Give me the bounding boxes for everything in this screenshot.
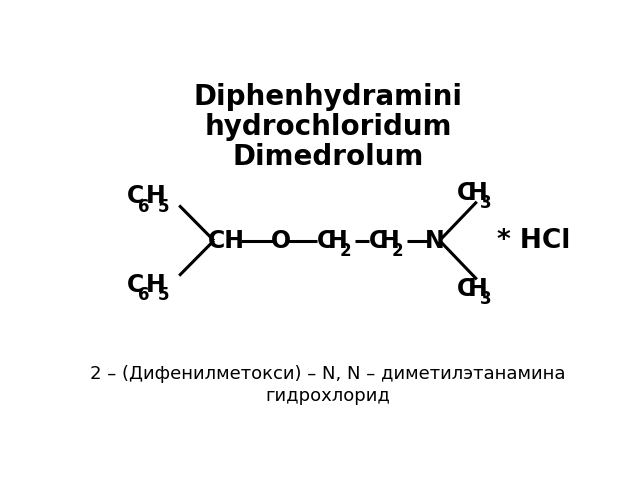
Text: C: C (127, 273, 145, 297)
Text: CH: CH (208, 228, 245, 252)
Text: hydrochloridum: hydrochloridum (204, 113, 452, 141)
Text: C: C (127, 184, 145, 208)
Text: гидрохлорид: гидрохлорид (266, 387, 390, 405)
Text: H: H (146, 184, 166, 208)
Text: H: H (380, 228, 399, 252)
Text: 2: 2 (392, 242, 403, 260)
Text: Dimedrolum: Dimedrolum (232, 143, 424, 170)
Text: Diphenhydramini: Diphenhydramini (193, 84, 463, 111)
Text: 6: 6 (138, 286, 150, 304)
Text: N: N (425, 228, 445, 252)
Text: H: H (328, 228, 348, 252)
Text: C: C (457, 276, 474, 300)
Text: 3: 3 (480, 290, 492, 308)
Text: 5: 5 (158, 286, 170, 304)
Text: 2 – (Дифенилметокси) – N, N – диметилэтанамина: 2 – (Дифенилметокси) – N, N – диметилэта… (90, 365, 566, 383)
Text: O: O (271, 228, 291, 252)
Text: 6: 6 (138, 198, 150, 216)
Text: H: H (468, 276, 488, 300)
Text: C: C (317, 228, 334, 252)
Text: 2: 2 (339, 242, 351, 260)
Text: C: C (457, 180, 474, 204)
Text: C: C (369, 228, 386, 252)
Text: * HCl: * HCl (497, 228, 570, 253)
Text: 5: 5 (158, 198, 170, 216)
Text: H: H (146, 273, 166, 297)
Text: 3: 3 (480, 194, 492, 212)
Text: H: H (468, 180, 488, 204)
